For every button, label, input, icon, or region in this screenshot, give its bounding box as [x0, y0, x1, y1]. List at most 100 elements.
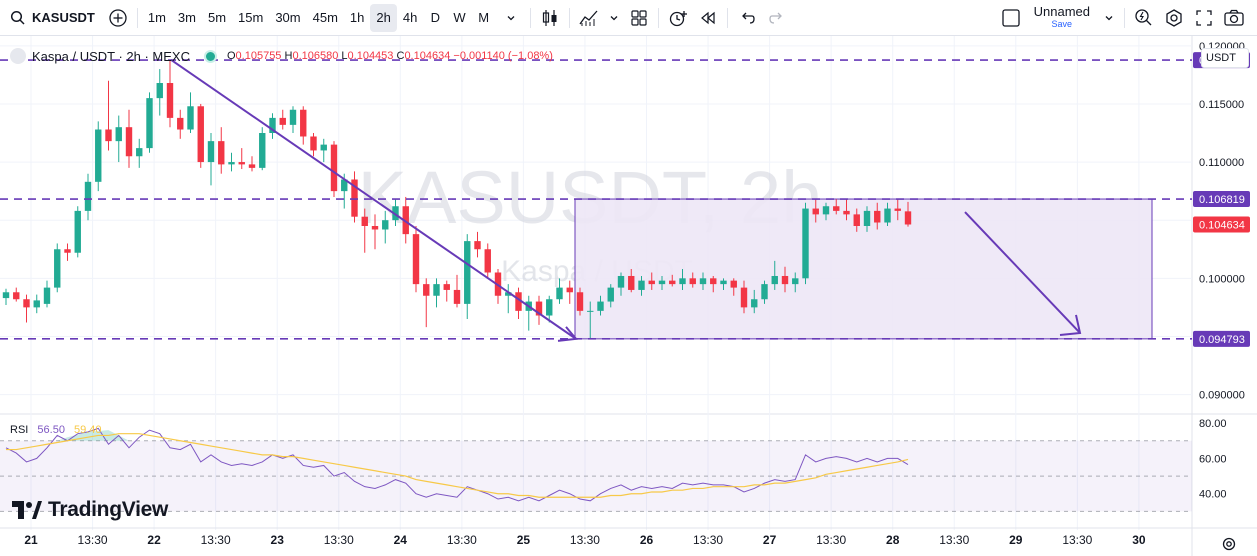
layout-save-label: Save [1051, 19, 1073, 29]
candle-body [597, 301, 604, 311]
symbol-name: KASUSDT [32, 10, 95, 25]
drawings[interactable] [0, 58, 1192, 342]
candle-body [187, 106, 194, 130]
candle-body [197, 106, 204, 163]
alarm-clock-icon [669, 10, 687, 26]
interval-button-15m[interactable]: 15m [238, 10, 264, 25]
market-status-icon[interactable] [203, 49, 217, 63]
grid-icon [631, 9, 647, 26]
candle-body [812, 208, 819, 215]
candle-body [371, 226, 379, 230]
candle-body [720, 280, 727, 285]
redo-button[interactable] [762, 4, 792, 32]
fullscreen-icon [1196, 10, 1212, 26]
time-tick-label: 22 [147, 533, 161, 547]
open-value: 0.105755 [235, 50, 282, 62]
candle-body [43, 287, 51, 304]
candle-body [904, 211, 912, 225]
time-tick-label: 13:30 [324, 533, 354, 547]
interval-button-1m[interactable]: 1m [147, 10, 166, 25]
candle-body [361, 216, 368, 226]
indicators-button[interactable] [574, 4, 604, 32]
currency-selector[interactable]: USDT [1201, 48, 1249, 68]
projection-arrow[interactable] [964, 211, 1081, 334]
rsi-band [0, 430, 1192, 512]
candle-body [289, 109, 297, 125]
layout-checkbox[interactable] [996, 4, 1026, 32]
interval-button-w[interactable]: W [453, 10, 466, 25]
interval-button-30m[interactable]: 30m [275, 10, 301, 25]
toolbar-divider [529, 7, 531, 28]
candle-body [474, 241, 481, 250]
price-label-box [1193, 216, 1250, 233]
rsi-label: RSI [10, 424, 29, 436]
interval-button-1h[interactable]: 1h [349, 10, 365, 25]
chart-settings-button[interactable] [1221, 536, 1237, 556]
candle-body [443, 284, 450, 290]
interval-button-m[interactable]: M [478, 10, 490, 25]
interval-button-2h[interactable]: 2h [370, 3, 397, 32]
indicators-dropdown[interactable] [604, 4, 624, 32]
chart-type-button[interactable] [535, 4, 565, 32]
plus-circle-icon [109, 8, 127, 27]
candle-body [515, 292, 522, 311]
price-chart[interactable]: KASUSDT, 2h Kaspa / USDT 0.1200000.11500… [0, 36, 1257, 556]
time-tick-label: 23 [271, 533, 285, 547]
interval-dropdown[interactable] [496, 4, 526, 32]
interval-button-5m[interactable]: 5m [207, 10, 227, 25]
candle-body [453, 289, 461, 304]
toolbar-divider [136, 7, 138, 28]
replay-button[interactable] [693, 4, 723, 32]
candle-body [320, 144, 327, 151]
candle-body [166, 83, 174, 118]
interval-button-3m[interactable]: 3m [177, 10, 196, 25]
fullscreen-button[interactable] [1189, 4, 1219, 32]
interval-button-45m[interactable]: 45m [312, 10, 338, 25]
alert-button[interactable] [663, 4, 693, 32]
square-icon [1001, 9, 1020, 27]
symbol-search[interactable]: KASUSDT [0, 0, 103, 36]
time-tick-label: 29 [1009, 533, 1023, 547]
tradingview-wordmark: TradingView [48, 498, 169, 521]
layouts-button[interactable] [624, 4, 654, 32]
candle-body [638, 280, 645, 290]
quick-search-button[interactable] [1129, 4, 1159, 32]
indicators-icon [579, 10, 598, 26]
rsi-lines [5, 427, 909, 502]
settings-button[interactable] [1159, 4, 1189, 32]
candle-body [238, 162, 245, 165]
search-icon [10, 10, 25, 25]
undo-icon [741, 12, 755, 24]
candle-body [464, 241, 471, 304]
open-label: O [226, 50, 236, 62]
candle-body [874, 210, 881, 223]
change-value: −0.001140 (−1.08%) [453, 50, 553, 62]
rsi-ma-line [6, 433, 909, 498]
time-tick-label: 13:30 [447, 533, 477, 547]
drawings-background [574, 198, 1153, 340]
snapshot-button[interactable] [1219, 4, 1249, 32]
candle-body [607, 287, 614, 302]
coin-logo-icon [10, 48, 26, 64]
layout-dropdown[interactable] [1098, 4, 1120, 32]
candle-body [730, 280, 737, 288]
arrow-head [1059, 314, 1082, 336]
trend-line-arrow[interactable] [170, 58, 577, 340]
interval-button-d[interactable]: D [430, 10, 441, 25]
rsi-overbought-fill [57, 430, 129, 441]
undo-button[interactable] [732, 4, 762, 32]
toolbar-right: Unnamed Save [996, 0, 1257, 36]
time-tick-label: 13:30 [78, 533, 108, 547]
candle-body [833, 206, 840, 211]
chevron-down-icon [1105, 16, 1113, 21]
candle-body [781, 275, 789, 285]
candle-body [54, 249, 61, 288]
candle-body [248, 164, 256, 168]
compare-symbol-button[interactable] [103, 4, 133, 32]
interval-button-4h[interactable]: 4h [402, 10, 418, 25]
range-rectangle[interactable] [574, 198, 1153, 340]
layout-name-button[interactable]: Unnamed Save [1034, 5, 1090, 31]
tradingview-logo[interactable]: TradingView [12, 498, 168, 522]
currency-label: USDT [1206, 52, 1236, 64]
toolbar-divider [726, 7, 728, 28]
